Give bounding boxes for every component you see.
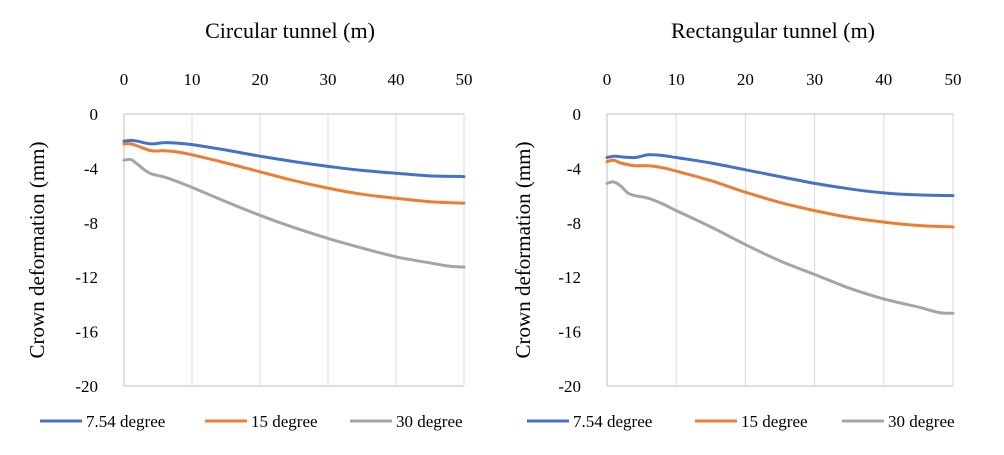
legend-label: 30 degree bbox=[396, 412, 463, 431]
x-ticks: 0 10 20 30 40 50 bbox=[603, 70, 962, 89]
chart-title: Circular tunnel (m) bbox=[205, 18, 375, 43]
legend-label: 7.54 degree bbox=[86, 412, 165, 431]
y-tick-label: -12 bbox=[75, 268, 98, 287]
series-group bbox=[605, 153, 955, 315]
legend-item: 15 degree bbox=[695, 412, 808, 431]
chart-rectangular: Rectangular tunnel (m) 0 10 20 30 40 50 0 -4 -8… bbox=[511, 18, 962, 431]
legend-label: 15 degree bbox=[741, 412, 808, 431]
series-group bbox=[122, 139, 466, 269]
x-ticks: 0 10 20 30 40 50 bbox=[120, 70, 473, 89]
series-line-30-degree bbox=[122, 157, 466, 269]
legend-label: 7.54 degree bbox=[573, 412, 652, 431]
series-line-7-54-degree bbox=[122, 139, 466, 179]
x-tick-label: 20 bbox=[737, 70, 754, 89]
x-tick-label: 0 bbox=[120, 70, 129, 89]
y-tick-label: 0 bbox=[573, 105, 582, 124]
chart-circular: Circular tunnel (m) 0 10 20 30 40 50 0 -4 -8 -12… bbox=[25, 18, 473, 431]
axes bbox=[123, 113, 464, 387]
y-axis-label: Crown deformation (mm) bbox=[511, 142, 535, 359]
x-tick-label: 40 bbox=[388, 70, 405, 89]
y-tick-label: -4 bbox=[84, 159, 99, 178]
series-line-15-degree bbox=[605, 158, 955, 229]
axes bbox=[606, 113, 953, 387]
x-tick-label: 30 bbox=[320, 70, 337, 89]
y-tick-label: -8 bbox=[84, 214, 98, 233]
legend-label: 15 degree bbox=[251, 412, 318, 431]
x-tick-label: 50 bbox=[456, 70, 473, 89]
series-line-7-54-degree bbox=[605, 153, 955, 198]
x-tick-label: 40 bbox=[875, 70, 892, 89]
y-tick-label: -16 bbox=[558, 323, 581, 342]
x-tick-label: 0 bbox=[603, 70, 612, 89]
x-tick-label: 10 bbox=[184, 70, 201, 89]
y-tick-label: -20 bbox=[558, 377, 581, 396]
x-tick-label: 20 bbox=[252, 70, 269, 89]
y-tick-label: 0 bbox=[90, 105, 99, 124]
legend-item: 15 degree bbox=[205, 412, 318, 431]
y-tick-label: -4 bbox=[567, 159, 582, 178]
y-ticks: 0 -4 -8 -12 -16 -20 bbox=[558, 105, 581, 396]
legend-label: 30 degree bbox=[888, 412, 955, 431]
series-line-30-degree bbox=[605, 180, 955, 315]
y-ticks: 0 -4 -8 -12 -16 -20 bbox=[75, 105, 98, 396]
y-tick-label: -12 bbox=[558, 268, 581, 287]
chart-title: Rectangular tunnel (m) bbox=[671, 18, 875, 43]
legend-item: 30 degree bbox=[350, 412, 463, 431]
grid bbox=[675, 114, 954, 386]
series-line-15-degree bbox=[122, 142, 466, 205]
x-tick-label: 30 bbox=[806, 70, 823, 89]
legend: 7.54 degree 15 degree 30 degree bbox=[40, 412, 463, 431]
y-tick-label: -16 bbox=[75, 323, 98, 342]
y-tick-label: -20 bbox=[75, 377, 98, 396]
legend: 7.54 degree 15 degree 30 degree bbox=[527, 412, 955, 431]
y-tick-label: -8 bbox=[567, 214, 581, 233]
grid bbox=[191, 114, 465, 386]
x-tick-label: 50 bbox=[945, 70, 962, 89]
legend-item: 7.54 degree bbox=[40, 412, 165, 431]
legend-item: 7.54 degree bbox=[527, 412, 652, 431]
x-tick-label: 10 bbox=[668, 70, 685, 89]
legend-item: 30 degree bbox=[842, 412, 955, 431]
y-axis-label: Crown deformation (mm) bbox=[25, 142, 49, 359]
